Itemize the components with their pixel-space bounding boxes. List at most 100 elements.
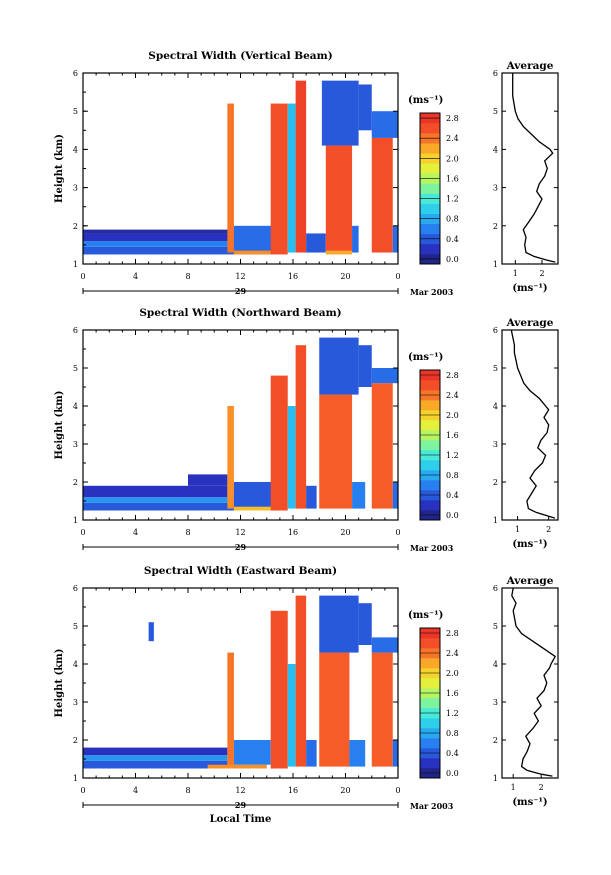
colorbar-swatch: [420, 500, 440, 511]
x-tick-label: 16: [288, 786, 298, 795]
average-y-tick-label: 6: [493, 584, 498, 593]
average-y-tick-label: 4: [493, 402, 498, 411]
y-tick-label: 5: [73, 364, 78, 373]
heatmap-cell: [358, 603, 372, 645]
y-tick-label: 4: [73, 402, 78, 411]
heatmap-cell: [325, 250, 353, 255]
y-axis-label: Height (km): [54, 391, 65, 460]
colorbar-swatch: [420, 420, 440, 431]
average-title: Average: [506, 575, 554, 587]
colorbar-swatch: [420, 718, 440, 729]
date-month-label: Mar 2003: [410, 287, 454, 297]
heatmap-cells: [83, 337, 398, 511]
average-y-tick-label: 2: [493, 736, 498, 745]
date-month-label: Mar 2003: [410, 543, 454, 553]
heatmap-cell: [233, 225, 274, 255]
average-x-tick-label: 1: [513, 269, 518, 278]
colorbar-swatch: [420, 243, 440, 255]
x-tick-label: 0: [80, 272, 85, 281]
average-x-label: (ms⁻¹): [512, 539, 547, 550]
average-y-tick-label: 5: [493, 622, 498, 631]
colorbar-tick-label: 1.6: [446, 689, 459, 698]
colorbar-label: (ms⁻¹): [408, 352, 443, 363]
average-y-tick-label: 2: [493, 222, 498, 231]
average-panel: Average 1 2 3 4 5 6 1 2 (ms⁻¹): [493, 317, 559, 550]
colorbar-swatch: [420, 638, 440, 649]
heatmap-cell: [319, 337, 359, 395]
average-x-label: (ms⁻¹): [512, 283, 547, 294]
x-tick-label: 4: [133, 528, 138, 537]
colorbar-tick-label: 0.4: [446, 491, 459, 500]
date-day-label: 29: [235, 542, 247, 552]
heatmap-cell: [319, 595, 359, 653]
heatmap-cell: [325, 145, 353, 253]
average-frame: [501, 72, 559, 265]
average-y-tick-label: 3: [493, 440, 498, 449]
average-y-tick-label: 1: [493, 516, 498, 525]
heatmap-cell: [83, 760, 228, 769]
average-y-tick-label: 6: [493, 326, 498, 335]
colorbar-tick-label: 2.4: [446, 649, 459, 658]
heatmap-cell: [295, 80, 307, 253]
x-tick-label: 20: [340, 272, 350, 281]
average-panel: Average 1 2 3 4 5 6 1 2 (ms⁻¹): [493, 60, 559, 294]
x-tick-label: 4: [133, 786, 138, 795]
heatmap-cells: [83, 595, 398, 769]
heatmap-cell: [371, 368, 398, 384]
y-tick-label: 6: [73, 326, 78, 335]
average-frame: [501, 329, 559, 521]
average-title: Average: [506, 60, 554, 72]
heatmap-cell: [83, 485, 228, 498]
heatmap-cell: [371, 652, 393, 767]
y-axis-label: Height (km): [54, 649, 65, 718]
heatmap-cell: [321, 80, 359, 146]
average-y-tick-label: 4: [493, 145, 498, 154]
x-tick-label: 12: [235, 786, 245, 795]
y-tick-label: 3: [73, 698, 78, 707]
heatmap-cell: [207, 764, 267, 769]
x-tick-label: 12: [235, 528, 245, 537]
colorbar: 0.0 0.4 0.8 1.2 1.6 2.0 2.4 2.8(ms⁻¹): [408, 95, 459, 265]
heatmap-cells: [83, 80, 398, 255]
average-y-tick-label: 5: [493, 107, 498, 116]
x-axis-label: Local Time: [210, 814, 272, 825]
heatmap-cell: [349, 740, 366, 767]
heatmap-cell: [392, 482, 398, 509]
colorbar-swatch: [420, 183, 440, 194]
heatmap-cell: [83, 497, 234, 503]
colorbar-tick-label: 0.8: [446, 729, 459, 738]
x-tick-label: 8: [185, 272, 190, 281]
average-x-tick-label: 2: [539, 783, 544, 792]
colorbar-tick-label: 1.6: [446, 431, 459, 440]
colorbar-swatch: [420, 738, 440, 749]
colorbar-tick-label: 2.8: [446, 629, 459, 638]
x-tick-label: 0: [80, 786, 85, 795]
colorbar-tick-label: 1.6: [446, 174, 459, 183]
heatmap-cell: [188, 474, 228, 486]
heatmap-cell: [295, 345, 307, 509]
y-tick-label: 2: [73, 736, 78, 745]
heatmap-cell: [270, 375, 288, 511]
heatmap-cell: [295, 595, 307, 767]
y-tick-label: 6: [73, 584, 78, 593]
colorbar-tick-label: 2.0: [446, 411, 459, 420]
colorbar-swatch: [420, 163, 440, 174]
colorbar-tick-label: 2.0: [446, 669, 459, 678]
colorbar-frame: [419, 112, 441, 265]
average-y-tick-label: 3: [493, 184, 498, 193]
y-tick-label: 3: [73, 184, 78, 193]
heatmap-cell: [83, 229, 234, 234]
heatmap-cell: [83, 241, 234, 247]
colorbar-tick-label: 0.8: [446, 471, 459, 480]
heatmap-cell: [358, 345, 372, 387]
x-tick-label: 8: [185, 786, 190, 795]
chart-title: Spectral Width (Northward Beam): [139, 307, 341, 319]
heatmap-cell: [83, 233, 234, 242]
average-y-tick-label: 3: [493, 698, 498, 707]
x-tick-label: 12: [235, 272, 245, 281]
x-tick-label: 0: [395, 272, 400, 281]
heatmap-cell: [233, 482, 274, 509]
heatmap-cell: [83, 246, 234, 255]
chart-panel-1: Spectral Width (Vertical Beam)123456Heig…: [54, 50, 559, 297]
